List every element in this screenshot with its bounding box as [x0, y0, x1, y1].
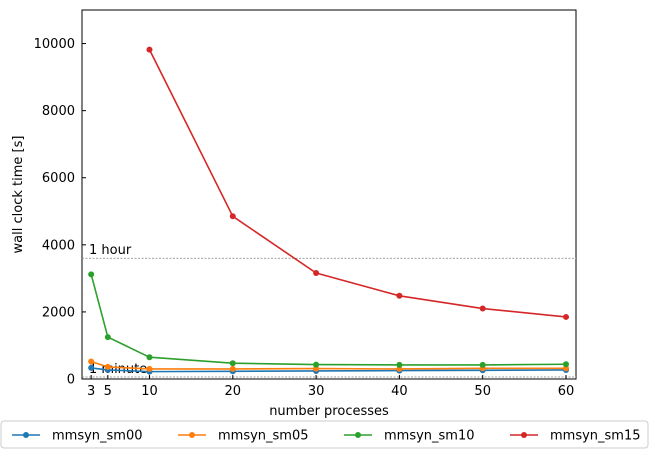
data-point — [104, 363, 111, 370]
y-tick-label: 8000 — [42, 104, 75, 119]
series-line — [90, 274, 567, 366]
plot-frame — [81, 9, 577, 380]
series-lines — [88, 46, 570, 375]
legend-entry: mmsyn_sm15 — [510, 429, 641, 444]
data-point — [563, 361, 570, 368]
legend-frame — [0, 420, 649, 449]
y-axis-title: wall clock time [s] — [11, 136, 26, 254]
legend-label: mmsyn_sm00 — [52, 429, 143, 444]
y-tick-label: 0 — [67, 373, 75, 388]
data-point — [229, 360, 236, 367]
series-line — [90, 360, 566, 370]
legend-label: mmsyn_sm10 — [384, 429, 475, 444]
data-point — [88, 358, 95, 365]
legend-marker — [521, 432, 527, 438]
data-point — [313, 361, 320, 368]
series-line — [148, 49, 567, 318]
y-axis-ticks: 0 2000 4000 6000 8000 10000 — [34, 37, 86, 388]
data-point — [146, 46, 153, 53]
data-point — [104, 334, 111, 341]
x-axis-title: number processes — [269, 404, 389, 419]
y-tick-label: 2000 — [42, 305, 75, 320]
data-point — [229, 365, 236, 372]
data-point — [88, 364, 95, 371]
legend-label: mmsyn_sm05 — [218, 429, 309, 444]
series-mmsyn_sm15 — [146, 46, 570, 320]
legend: mmsyn_sm00 mmsyn_sm05 mmsyn_sm10 mmsyn_sm15 — [0, 420, 649, 449]
legend-label: mmsyn_sm15 — [550, 429, 641, 444]
x-tick-label: 20 — [225, 384, 242, 399]
x-tick-label: 50 — [474, 384, 491, 399]
x-tick-label: 60 — [558, 384, 575, 399]
series-line — [91, 367, 567, 373]
data-point — [396, 361, 403, 368]
reference-line-label: 1 hour — [89, 243, 132, 258]
x-tick-label: 30 — [308, 384, 325, 399]
x-axis-ticks: 3 5 10 20 30 40 50 60 — [87, 375, 574, 399]
series-mmsyn_sm10 — [88, 271, 570, 368]
data-point — [229, 213, 236, 220]
legend-entry: mmsyn_sm10 — [344, 429, 475, 444]
data-point — [88, 271, 95, 278]
data-point — [146, 354, 153, 361]
x-tick-label: 10 — [141, 384, 158, 399]
legend-entry: mmsyn_sm00 — [12, 429, 143, 444]
x-tick-label: 40 — [391, 384, 408, 399]
data-point — [479, 305, 486, 312]
legend-marker — [23, 432, 29, 438]
legend-entry: mmsyn_sm05 — [178, 429, 309, 444]
data-point — [313, 269, 320, 276]
legend-marker — [355, 432, 361, 438]
y-tick-label: 6000 — [42, 171, 75, 186]
legend-marker — [189, 432, 195, 438]
data-point — [146, 365, 153, 372]
data-point — [479, 361, 486, 368]
x-tick-label: 5 — [104, 384, 112, 399]
x-tick-label: 3 — [87, 384, 95, 399]
y-tick-label: 10000 — [34, 37, 75, 52]
y-tick-label: 4000 — [42, 238, 75, 253]
data-point — [563, 313, 570, 320]
data-point — [396, 292, 403, 299]
series-mmsyn_sm00 — [88, 364, 570, 375]
